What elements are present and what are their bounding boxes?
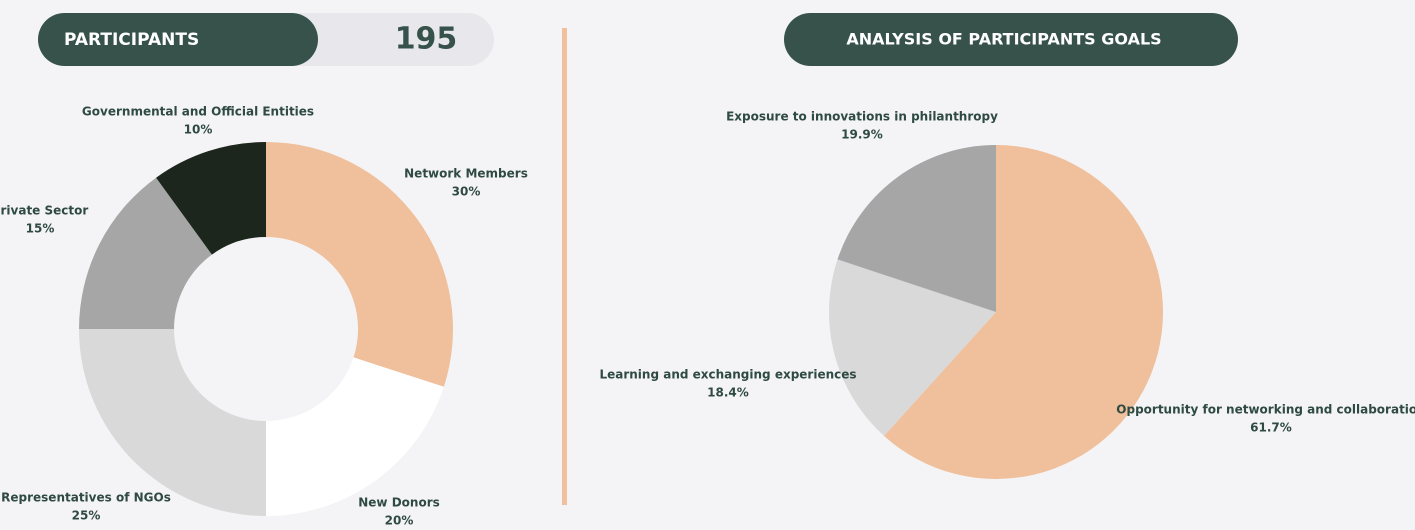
title-pill [784,13,1238,66]
slice-label: Opportunity for networking and collabora… [1116,403,1415,417]
slice-label: Learning and exchanging experiences [599,368,856,382]
slice-label: Exposure to innovations in philanthropy [726,110,998,124]
slice-value-label: 61.7% [1250,421,1292,435]
slice [883,145,1163,479]
slice [837,145,996,312]
slice-label: Representatives of NGOs [1,491,171,505]
count-pill [270,13,494,66]
slice [266,357,444,516]
divider [562,28,567,505]
participants-count: 195 [395,22,458,57]
slice-value-label: 15% [26,222,55,236]
slice [829,259,996,436]
slice-value-label: 18.4% [707,386,749,400]
slice-value-label: 10% [184,123,213,137]
slice-value-label: 19.9% [841,128,883,142]
slice [156,142,266,255]
slice-label: Network Members [404,167,528,181]
slice-label: Governmental and Official Entities [82,105,314,119]
slice-value-label: 20% [385,514,414,528]
slice-label: New Donors [358,496,440,510]
label-pill [38,13,318,66]
slice-value-label: 25% [72,509,101,523]
chart-title: ANALYSIS OF PARTICIPANTS GOALS [846,30,1161,49]
slice [266,142,453,387]
slice [79,177,212,329]
slice-value-label: 30% [452,185,481,199]
slice [79,329,266,516]
slice-label: Private Sector [0,204,88,218]
participants-label: PARTICIPANTS [64,30,199,50]
